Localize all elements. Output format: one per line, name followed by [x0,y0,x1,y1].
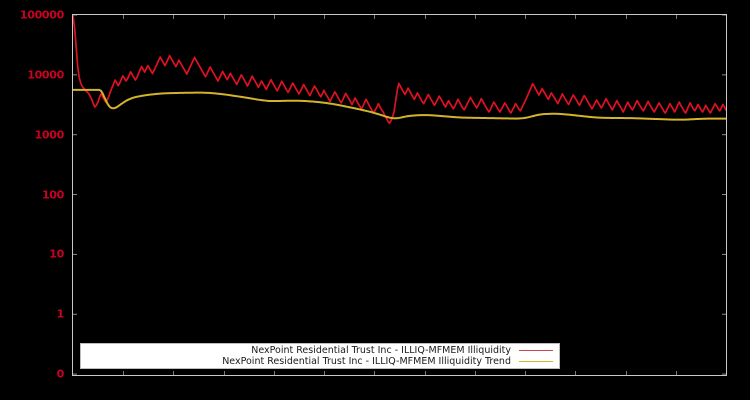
legend-entry-illiquidity-trend: NexPoint Residential Trust Inc - ILLIQ-M… [81,356,559,367]
legend-label-illiquidity-trend: NexPoint Residential Trust Inc - ILLIQ-M… [222,356,511,367]
legend-swatch-illiquidity [519,350,553,351]
y-tick-label: 1000 [34,128,65,142]
legend-swatch-illiquidity-trend [519,361,553,362]
illiquidity-line [73,15,726,125]
legend-label-illiquidity: NexPoint Residential Trust Inc - ILLIQ-M… [251,345,511,356]
legend-entry-illiquidity: NexPoint Residential Trust Inc - ILLIQ-M… [81,345,559,356]
y-tick-label: 100000 [19,8,64,22]
y-tick-label: 10 [49,247,64,261]
illiquidity-trend-line [73,88,726,121]
y-tick-label: 100 [41,188,64,202]
plot-area [72,14,727,376]
y-axis: 100000 10000 1000 100 10 1 0 [0,0,68,400]
y-tick-label: 0 [56,367,65,381]
y-tick-label: 10000 [27,68,64,82]
chart-canvas [73,15,726,375]
y-tick-label: 1 [56,307,65,321]
chart-legend: NexPoint Residential Trust Inc - ILLIQ-M… [80,343,560,369]
